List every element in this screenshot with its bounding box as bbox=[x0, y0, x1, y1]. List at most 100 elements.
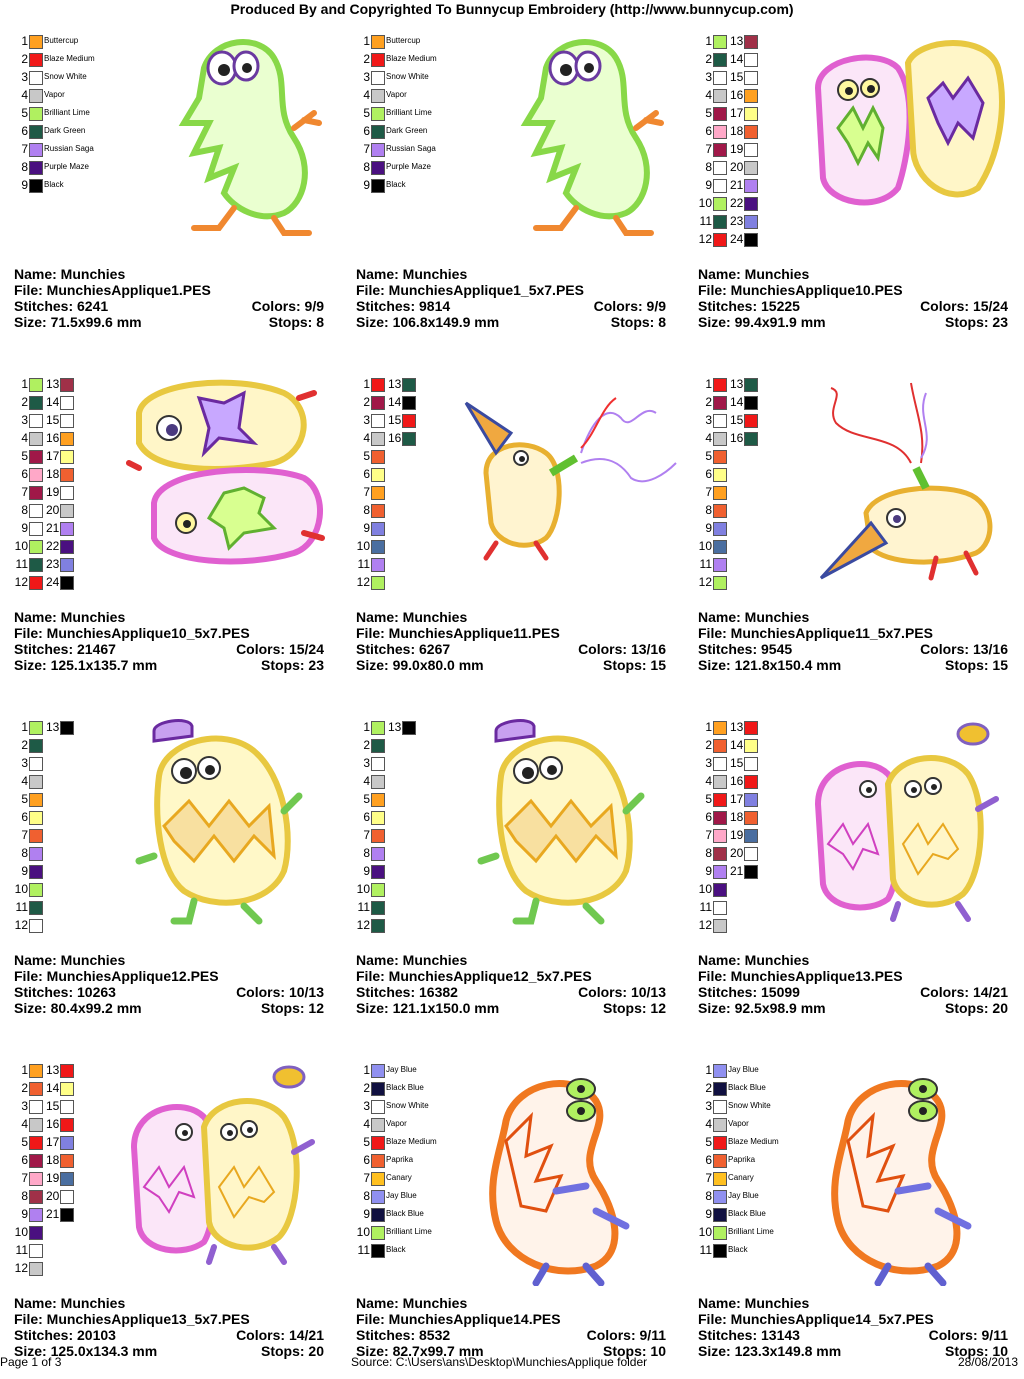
thread-color-swatch bbox=[713, 179, 727, 193]
thread-color-swatch bbox=[713, 504, 727, 518]
design-colors: Colors: 13/16 bbox=[920, 641, 1008, 657]
thread-color-swatch bbox=[713, 215, 727, 229]
thread-color-swatch bbox=[713, 576, 727, 590]
thread-color-swatch bbox=[29, 865, 43, 879]
design-file: File: MunchiesApplique12.PES bbox=[14, 968, 219, 984]
thread-color-name: Jay Blue bbox=[728, 1065, 759, 1074]
design-stitches: Stitches: 15225 bbox=[698, 298, 800, 314]
thread-number: 22 bbox=[730, 196, 744, 210]
thread-number: 3 bbox=[705, 756, 712, 770]
thread-color-swatch bbox=[29, 450, 43, 464]
thread-number: 2 bbox=[363, 52, 370, 66]
thread-number: 11 bbox=[15, 900, 28, 914]
thread-color-swatch bbox=[60, 721, 74, 735]
thread-number: 1 bbox=[21, 377, 28, 391]
thread-color-swatch bbox=[402, 432, 416, 446]
thread-color-name: Snow White bbox=[728, 1101, 771, 1110]
thread-color-swatch bbox=[371, 901, 385, 915]
thread-number: 15 bbox=[730, 756, 744, 770]
thread-color-swatch bbox=[371, 1100, 385, 1114]
thread-number: 8 bbox=[21, 1189, 28, 1203]
thread-number: 9 bbox=[363, 521, 370, 535]
design-info: Name: Munchies File: MunchiesApplique11.P… bbox=[356, 609, 666, 673]
thread-color-swatch bbox=[371, 847, 385, 861]
embroidery-preview bbox=[818, 1061, 998, 1291]
design-file: File: MunchiesApplique12_5x7.PES bbox=[356, 968, 592, 984]
design-info: Name: Munchies File: MunchiesApplique10.P… bbox=[698, 266, 1008, 330]
thread-color-swatch bbox=[29, 179, 43, 193]
thread-color-swatch bbox=[29, 486, 43, 500]
thread-number: 13 bbox=[46, 377, 60, 391]
thread-number: 4 bbox=[21, 88, 28, 102]
thread-color-swatch bbox=[371, 829, 385, 843]
thread-color-swatch bbox=[60, 1208, 74, 1222]
thread-color-name: Canary bbox=[386, 1173, 412, 1182]
thread-color-swatch bbox=[744, 107, 758, 121]
thread-number: 11 bbox=[357, 557, 370, 571]
thread-number: 9 bbox=[21, 864, 28, 878]
thread-number: 4 bbox=[705, 431, 712, 445]
thread-color-swatch bbox=[744, 847, 758, 861]
design-size: Size: 123.3x149.8 mm bbox=[698, 1343, 842, 1359]
thread-color-name: Black bbox=[44, 180, 64, 189]
thread-color-swatch bbox=[744, 197, 758, 211]
thread-number: 8 bbox=[705, 160, 712, 174]
design-card: 1 2 3 4 5 6 7 8 9 10 11 12 13 Name: Munchies File: Mu… bbox=[356, 706, 686, 1036]
design-colors: Colors: 15/24 bbox=[236, 641, 324, 657]
thread-color-swatch bbox=[713, 522, 727, 536]
design-info: Name: Munchies File: MunchiesApplique12_5… bbox=[356, 952, 666, 1016]
thread-number: 16 bbox=[730, 774, 744, 788]
thread-color-swatch bbox=[713, 793, 727, 807]
design-name: Name: Munchies bbox=[14, 266, 126, 282]
thread-color-name: Buttercup bbox=[386, 36, 421, 45]
thread-number: 23 bbox=[46, 557, 60, 571]
thread-color-swatch bbox=[60, 576, 74, 590]
design-stops: Stops: 10 bbox=[602, 1343, 666, 1359]
thread-number: 14 bbox=[730, 52, 744, 66]
thread-number: 1 bbox=[363, 720, 370, 734]
thread-number: 2 bbox=[705, 1081, 712, 1095]
thread-number: 4 bbox=[21, 431, 28, 445]
thread-number: 12 bbox=[14, 918, 28, 932]
thread-color-name: Blaze Medium bbox=[728, 1137, 779, 1146]
thread-color-swatch bbox=[371, 71, 385, 85]
thread-number: 6 bbox=[363, 467, 370, 481]
thread-color-swatch bbox=[371, 1136, 385, 1150]
thread-color-name: Brilliant Lime bbox=[386, 1227, 432, 1236]
design-size: Size: 82.7x99.7 mm bbox=[356, 1343, 484, 1359]
design-stops: Stops: 15 bbox=[944, 657, 1008, 673]
thread-number: 5 bbox=[363, 449, 370, 463]
thread-number: 18 bbox=[730, 810, 744, 824]
thread-color-swatch bbox=[713, 1154, 727, 1168]
thread-number: 10 bbox=[698, 882, 712, 896]
design-stitches: Stitches: 15099 bbox=[698, 984, 800, 1000]
thread-color-name: Dark Green bbox=[44, 126, 86, 135]
embroidery-preview bbox=[124, 373, 334, 588]
thread-color-swatch bbox=[713, 414, 727, 428]
thread-color-swatch bbox=[29, 1190, 43, 1204]
thread-color-swatch bbox=[744, 793, 758, 807]
thread-number: 2 bbox=[363, 738, 370, 752]
design-file: File: MunchiesApplique10.PES bbox=[698, 282, 903, 298]
design-card: 1 2 3 4 5 6 7 8 9 10 11 12 13 14 15 16 Name: Munchies Fi… bbox=[698, 363, 1024, 693]
thread-color-swatch bbox=[713, 1172, 727, 1186]
design-colors: Colors: 13/16 bbox=[578, 641, 666, 657]
design-name: Name: Munchies bbox=[14, 952, 126, 968]
thread-color-name: Vapor bbox=[728, 1119, 749, 1128]
thread-number: 16 bbox=[46, 431, 60, 445]
thread-number: 1 bbox=[21, 34, 28, 48]
thread-number: 11 bbox=[699, 557, 712, 571]
thread-number: 13 bbox=[388, 720, 402, 734]
embroidery-preview bbox=[164, 28, 334, 243]
thread-color-swatch bbox=[29, 1208, 43, 1222]
thread-number: 9 bbox=[363, 178, 370, 192]
thread-number: 13 bbox=[730, 377, 744, 391]
thread-color-swatch bbox=[713, 1082, 727, 1096]
thread-color-name: Black bbox=[386, 180, 406, 189]
thread-color-swatch bbox=[371, 143, 385, 157]
thread-number: 10 bbox=[356, 1225, 370, 1239]
thread-number: 20 bbox=[730, 846, 744, 860]
thread-number: 2 bbox=[21, 52, 28, 66]
thread-color-name: Black Blue bbox=[728, 1083, 766, 1092]
thread-color-swatch bbox=[60, 378, 74, 392]
